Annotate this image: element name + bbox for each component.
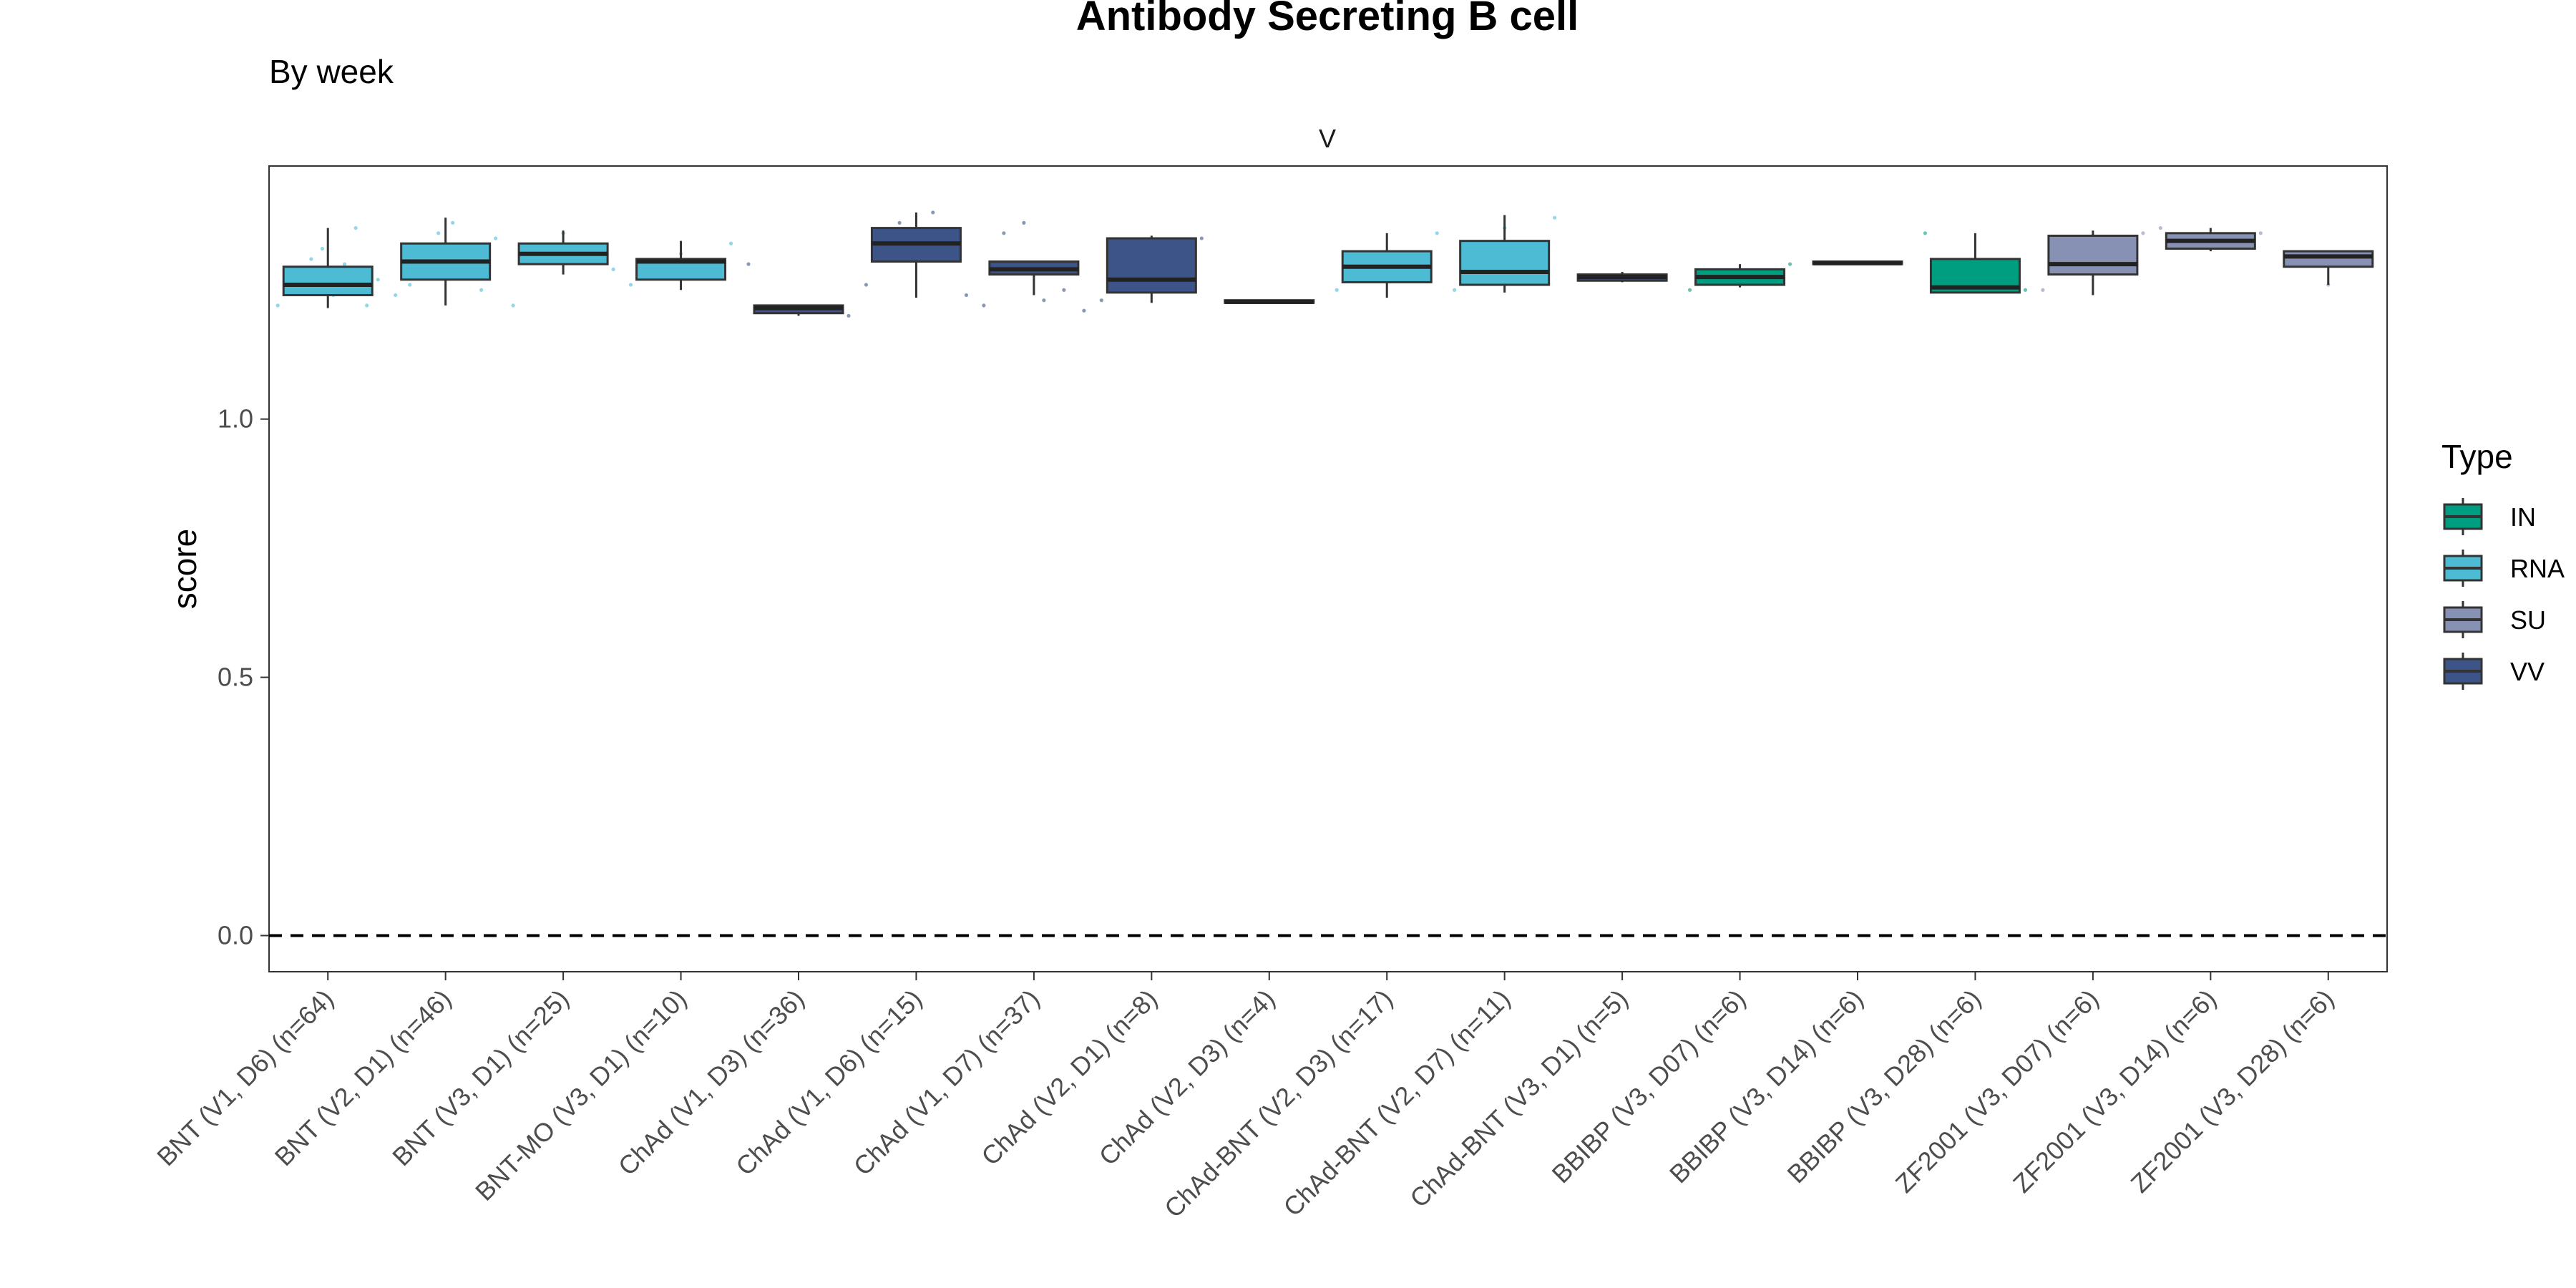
jitter-point [1042,298,1046,303]
x-tick-label: ZF2001 (V3, D14) (n=6) [2007,984,2222,1199]
box-15 [2047,230,2139,296]
legend-label: IN [2510,502,2536,532]
box-body [1459,240,1551,286]
jitter-point [1553,215,1557,220]
legend-title: Type [2441,438,2513,475]
box-6 [988,260,1080,296]
jitter-point [479,288,484,292]
y-tick-label: 0.5 [218,663,253,692]
jitter-point [511,303,515,308]
x-axis: BNT (V1, D6) (n=64)BNT (V2, D1) (n=46)BN… [151,972,2339,1223]
jitter-point [847,313,851,318]
jitter-point [1335,288,1339,292]
jitter-point [1687,288,1692,292]
jitter-point [436,231,441,235]
x-tick-label: ChAd-BNT (V2, D7) (n=11) [1277,984,1516,1222]
jitter-point [728,241,733,245]
box-3 [635,240,727,291]
jitter-point [309,257,313,261]
box-body [2283,250,2374,268]
jitter-point [1022,220,1026,225]
box-16 [2165,228,2256,252]
jitter-point [931,210,935,215]
jitter-point [2258,231,2263,235]
box-7 [1106,235,1197,303]
box-10 [1459,215,1551,293]
legend: Type IN RNA SU VV [2441,438,2565,690]
jitter-point [746,262,751,266]
box-12 [1694,264,1786,288]
jitter-point [1435,231,1439,235]
y-tick-label: 1.0 [218,404,253,434]
chart-subtitle: By week [269,53,394,90]
jitter-point [628,283,633,287]
jitter-point [2141,231,2145,235]
legend-label: SU [2510,605,2546,635]
jitter-point [275,303,280,308]
jitter-point [2023,288,2028,292]
jitter-point [1453,288,1457,292]
jitter-point [864,283,869,287]
jitter-point [342,262,347,266]
jitter-point [2041,288,2045,292]
jitter-point [1787,262,1792,266]
y-tick-label: 0.0 [218,920,253,950]
box-1 [400,218,492,306]
jitter-point [1199,236,1204,240]
jitter-point [982,303,986,308]
x-tick-label: BBIBP (V3, D14) (n=6) [1664,984,1869,1189]
jitter-point [1062,288,1066,292]
chart-title: Antibody Secreting B cell [1076,0,1579,39]
box-8 [1224,299,1315,304]
jitter-point [451,220,455,225]
jitter-point [1082,308,1086,313]
x-tick-label: ChAd-BNT (V3, D1) (n=5) [1404,984,1634,1214]
box-14 [1929,233,2021,294]
box-11 [1576,271,1668,283]
x-tick-label: BNT-MO (V3, D1) (n=10) [469,984,692,1206]
box-body [1106,237,1197,294]
x-tick-label: ZF2001 (V3, D28) (n=6) [2124,984,2339,1199]
jitter-point [1002,231,1006,235]
box-2 [517,230,609,275]
jitter-point [964,293,969,298]
y-axis-label: score [166,529,203,609]
jitter-point [494,236,498,240]
box-17 [2283,250,2374,286]
jitter-point [320,246,325,251]
box-9 [1341,233,1433,298]
jitter-point [353,226,358,230]
jitter-point [1923,231,1928,235]
facet-label: V [1319,124,1336,153]
jitter-point [394,293,398,298]
y-axis: 0.0 0.5 1.0 [218,404,269,950]
boxes [282,212,2374,316]
box-4 [753,304,844,316]
jitter-point [2158,226,2162,230]
jitter-point [408,283,412,287]
box-5 [870,212,962,298]
jitter-point [611,267,615,271]
box-0 [282,228,374,308]
box-13 [1812,260,1903,265]
jitter-point [376,278,380,282]
box-body [282,265,374,296]
legend-label: VV [2510,657,2545,686]
jitter-point [897,220,902,225]
plot-panel [268,165,2388,972]
legend-label: RNA [2510,554,2565,583]
box-body [2047,234,2139,276]
jitter-point [365,303,369,308]
x-tick-label: ChAd-BNT (V2, D3) (n=17) [1158,984,1398,1224]
x-tick-label: ZF2001 (V3, D07) (n=6) [1890,984,2104,1199]
x-tick-label: BBIBP (V3, D28) (n=6) [1781,984,1986,1189]
jitter-point [1099,298,1103,303]
x-tick-label: BBIBP (V3, D07) (n=6) [1546,984,1751,1189]
